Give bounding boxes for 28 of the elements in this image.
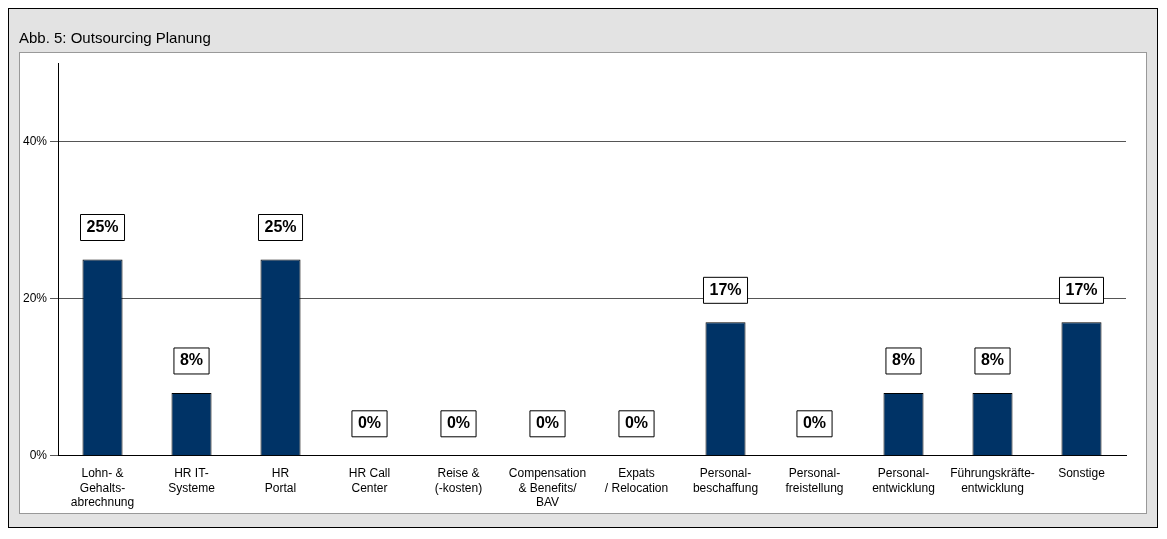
y-tick-label: 0% [29, 448, 48, 463]
x-tick-label: Reise & (-kosten) [434, 466, 483, 495]
data-label: 0% [357, 414, 382, 432]
data-label: 17% [709, 280, 742, 298]
x-tick-label: HR IT- Systeme [168, 466, 216, 495]
chart-title: Abb. 5: Outsourcing Planung [19, 29, 212, 46]
x-tick-label: Sonstige [1058, 466, 1106, 481]
data-label: 25% [86, 217, 119, 235]
data-label: 8% [891, 351, 916, 369]
data-label: 0% [802, 414, 827, 432]
x-tick-label: Personal- beschaffung [692, 466, 759, 495]
data-label: 0% [624, 414, 649, 432]
data-label: 0% [535, 414, 560, 432]
data-label: 8% [179, 351, 204, 369]
x-tick-label: Führungskräfte- entwicklung [950, 466, 1035, 495]
x-tick-label: HR Call Center [348, 466, 391, 495]
data-label: 8% [980, 351, 1005, 369]
data-label: 25% [264, 217, 297, 235]
x-tick-label: Compensation & Benefits/ BAV [508, 466, 587, 510]
x-tick-label: Personal- entwicklung [872, 466, 935, 495]
y-tick-label: 20% [22, 291, 48, 306]
x-tick-label: Lohn- & Gehalts- abrechnung [70, 466, 135, 510]
x-tick-label: Personal- freistellung [785, 466, 844, 495]
data-label: 17% [1065, 280, 1098, 298]
data-label: 0% [446, 414, 471, 432]
x-tick-label: HR Portal [264, 466, 297, 495]
x-tick-label: Expats / Relocation [604, 466, 669, 495]
y-tick-label: 40% [22, 134, 48, 149]
